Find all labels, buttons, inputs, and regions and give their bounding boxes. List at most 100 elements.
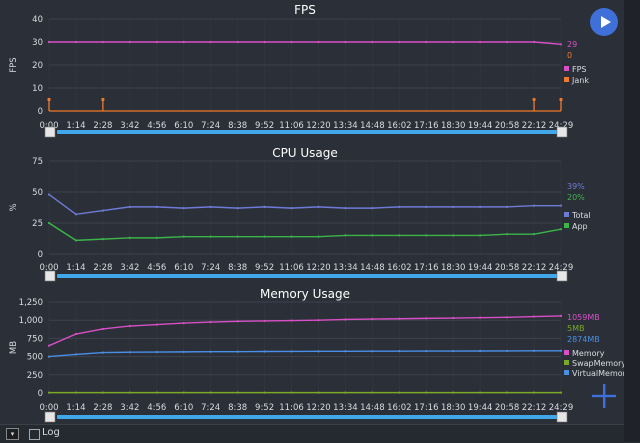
- series-point-virtual: [101, 351, 104, 354]
- series-point-swap: [398, 391, 401, 394]
- series-point-swap: [263, 391, 266, 394]
- x-tick-label: 3:42: [120, 403, 139, 413]
- x-tick-label: 9:52: [255, 403, 274, 413]
- x-tick-label: 0:00: [39, 403, 58, 413]
- x-tick-label: 3:42: [120, 263, 139, 273]
- x-tick-label: 19:44: [468, 403, 493, 413]
- series-point-swap: [209, 391, 212, 394]
- series-point-total: [263, 205, 266, 208]
- series-point-total: [101, 209, 104, 212]
- series-point-fps: [532, 40, 536, 44]
- x-tick-label: 12:20: [306, 121, 331, 131]
- x-tick-label: 14:48: [360, 403, 385, 413]
- x-tick-label: 17:16: [414, 121, 439, 131]
- series-point-memory: [47, 344, 51, 347]
- series-point-fps: [452, 40, 455, 44]
- series-point-total: [317, 205, 320, 208]
- series-point-fps: [209, 40, 212, 44]
- series-point-memory: [209, 320, 212, 324]
- range-handle-left[interactable]: [44, 126, 56, 138]
- series-line-virtual: [48, 350, 562, 358]
- x-tick-label: 22:12: [522, 121, 547, 131]
- series-point-memory: [506, 316, 509, 319]
- series-point-total: [479, 205, 482, 208]
- series-point-app: [182, 235, 185, 238]
- x-tick-label: 11:06: [279, 263, 304, 273]
- range-bar: [57, 130, 561, 134]
- x-tick-label: 8:38: [228, 263, 247, 273]
- series-point-fps: [74, 40, 78, 44]
- series-point-app: [371, 234, 374, 237]
- series-point-memory: [236, 320, 239, 323]
- series-point-virtual: [559, 349, 563, 352]
- x-tick-label: 22:12: [522, 263, 547, 273]
- series-point-app: [452, 234, 455, 237]
- series-point-virtual: [452, 349, 455, 353]
- range-handle-right[interactable]: [556, 126, 568, 138]
- series-point-fps: [47, 40, 51, 44]
- range-handle-left[interactable]: [44, 270, 56, 282]
- x-tick-label: 0:00: [39, 263, 58, 273]
- series-point-virtual: [74, 353, 78, 356]
- x-tick-label: 13:34: [333, 263, 358, 273]
- legend-swatch: [564, 223, 569, 228]
- x-tick-label: 12:20: [306, 263, 331, 273]
- x-tick-label: 7:24: [201, 403, 220, 413]
- y-tick-label: 50: [32, 188, 43, 198]
- range-handle-left[interactable]: [44, 411, 56, 423]
- legend-swatch: [564, 212, 569, 217]
- series-point-swap: [290, 391, 293, 394]
- play-button[interactable]: [590, 8, 618, 36]
- series-point-memory: [74, 332, 78, 336]
- y-tick-label: 1,000: [19, 316, 43, 326]
- series-point-app: [128, 236, 131, 239]
- series-point-fps: [479, 40, 482, 44]
- current-value: 0: [567, 51, 572, 60]
- series-line-memory: [48, 315, 562, 347]
- y-tick-label: 250: [27, 371, 43, 381]
- triangle-down-icon[interactable]: ▾: [6, 428, 19, 440]
- jank-point: [532, 97, 536, 102]
- series-point-memory: [128, 324, 131, 328]
- series-point-virtual: [290, 350, 293, 353]
- series-point-fps: [371, 40, 374, 44]
- range-bar: [57, 415, 561, 419]
- legend-swatch: [564, 360, 569, 365]
- series-point-app: [155, 236, 158, 239]
- x-tick-label: 13:34: [333, 121, 358, 131]
- legend-label: Total: [571, 211, 591, 220]
- series-point-total: [236, 207, 239, 210]
- series-point-swap: [452, 391, 455, 394]
- legend-label: FPS: [572, 65, 587, 74]
- series-point-total: [47, 193, 51, 196]
- x-tick-label: 13:34: [333, 403, 358, 413]
- y-axis-label: MB: [9, 341, 19, 354]
- series-point-swap: [47, 391, 51, 394]
- y-tick-label: 20: [32, 61, 43, 71]
- series-point-virtual: [236, 350, 239, 353]
- x-tick-label: 18:30: [441, 263, 466, 273]
- series-point-memory: [155, 323, 158, 326]
- x-tick-label: 2:28: [93, 263, 112, 273]
- range-handle-right[interactable]: [556, 411, 568, 423]
- series-point-memory: [532, 315, 536, 318]
- series-point-virtual: [47, 355, 51, 358]
- add-chart-button[interactable]: [590, 382, 618, 410]
- range-bar: [57, 274, 561, 278]
- current-value: 20%: [567, 193, 585, 202]
- series-point-virtual: [506, 349, 509, 353]
- x-tick-label: 24:29: [549, 403, 574, 413]
- series-point-total: [559, 204, 563, 207]
- plus-icon: [592, 384, 616, 408]
- series-point-swap: [371, 391, 374, 394]
- series-point-app: [263, 235, 266, 238]
- jank-point: [559, 97, 563, 102]
- series-point-memory: [263, 319, 266, 323]
- range-handle-right[interactable]: [556, 270, 568, 282]
- log-checkbox[interactable]: [29, 429, 40, 440]
- legend-label: Jank: [571, 76, 589, 85]
- x-tick-label: 16:02: [387, 263, 412, 273]
- series-point-fps: [506, 40, 509, 44]
